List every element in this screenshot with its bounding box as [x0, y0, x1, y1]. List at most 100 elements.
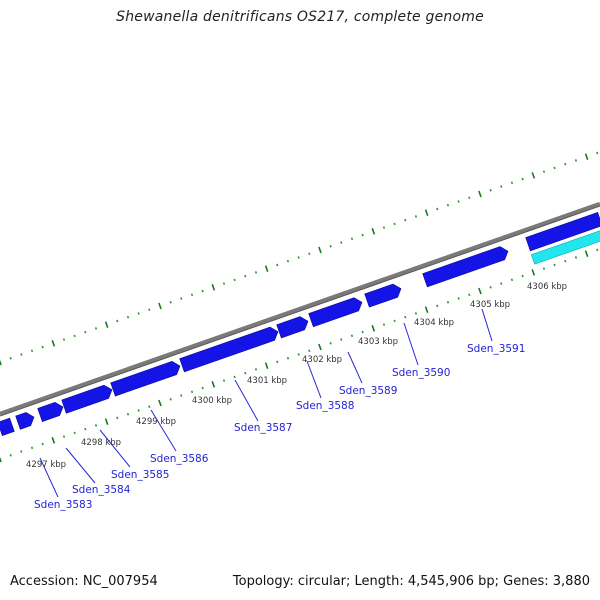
major-tick	[478, 190, 482, 198]
minor-tick	[30, 446, 34, 450]
minor-tick	[244, 274, 247, 278]
gene-arrow[interactable]	[37, 400, 66, 422]
minor-tick	[297, 256, 300, 259]
tick-label: 4299 kbp	[136, 417, 176, 427]
minor-tick	[510, 181, 514, 185]
major-tick	[531, 172, 536, 179]
minor-tick	[521, 274, 524, 278]
major-tick	[424, 306, 429, 313]
gene-arrow[interactable]	[276, 315, 311, 339]
major-tick	[0, 456, 2, 463]
gene-leader-line	[234, 379, 259, 422]
major-tick	[584, 153, 589, 160]
tick-label: 4306 kbp	[527, 282, 567, 292]
gene-label[interactable]: Sden_3591	[467, 343, 525, 355]
gene-arrow[interactable]	[61, 383, 115, 414]
minor-tick	[20, 353, 23, 356]
major-tick	[264, 362, 269, 369]
gene-label[interactable]: Sden_3584	[72, 484, 131, 496]
gene-label[interactable]: Sden_3585	[111, 469, 169, 481]
minor-tick	[553, 166, 556, 170]
minor-tick	[254, 368, 258, 371]
gene-label[interactable]: Sden_3588	[296, 400, 354, 412]
gene-arrow[interactable]	[179, 325, 281, 373]
tick-label: 4303 kbp	[358, 337, 398, 347]
gene-arrow[interactable]	[110, 359, 183, 397]
minor-tick	[393, 319, 396, 323]
minor-tick	[414, 312, 418, 315]
major-tick	[211, 284, 216, 291]
major-tick	[371, 228, 376, 235]
gene-label[interactable]: Sden_3590	[392, 367, 450, 379]
minor-tick	[468, 293, 471, 297]
gene-arrow[interactable]	[0, 417, 15, 436]
minor-tick	[329, 341, 332, 345]
gene-leader-line	[65, 447, 96, 484]
gene-leader-line	[481, 308, 493, 342]
minor-tick	[297, 353, 300, 356]
major-tick	[478, 287, 482, 295]
major-tick	[0, 359, 2, 366]
tick-label: 4297 kbp	[26, 460, 66, 470]
gene-leader-line	[150, 409, 177, 452]
lower-tick-row	[0, 248, 599, 463]
tick-label: 4301 kbp	[247, 376, 287, 386]
gene-arrow[interactable]	[15, 410, 37, 430]
minor-tick	[542, 267, 546, 270]
minor-tick	[20, 450, 23, 453]
major-tick	[318, 246, 322, 254]
minor-tick	[500, 185, 503, 188]
major-tick	[104, 321, 109, 328]
gene-arrow[interactable]	[525, 212, 600, 252]
minor-tick	[361, 233, 364, 237]
major-tick	[264, 265, 269, 272]
minor-tick	[137, 312, 140, 315]
minor-tick	[84, 427, 87, 431]
major-tick	[318, 343, 322, 351]
gene-label[interactable]: Sden_3583	[34, 499, 92, 511]
minor-tick	[126, 315, 130, 319]
upper-tick-row	[0, 151, 599, 366]
major-tick	[51, 340, 56, 347]
minor-tick	[457, 200, 460, 203]
genome-title: Shewanella denitrificans OS217, complete…	[116, 9, 484, 25]
major-tick	[104, 418, 109, 425]
minor-tick	[500, 282, 503, 285]
major-tick	[424, 209, 429, 216]
minor-tick	[84, 330, 87, 334]
minor-tick	[564, 162, 567, 166]
minor-tick	[436, 207, 439, 211]
minor-tick	[169, 397, 172, 401]
minor-tick	[9, 453, 12, 457]
minor-tick	[180, 394, 183, 397]
minor-tick	[553, 263, 556, 267]
minor-tick	[73, 431, 76, 435]
minor-tick	[148, 405, 151, 409]
minor-tick	[62, 435, 66, 438]
major-tick	[211, 381, 216, 388]
minor-tick	[137, 409, 140, 412]
major-tick	[531, 269, 536, 276]
minor-tick	[308, 252, 311, 256]
minor-tick	[350, 237, 354, 241]
gene-label[interactable]: Sden_3587	[234, 422, 292, 434]
minor-tick	[382, 323, 386, 326]
gene-label[interactable]: Sden_3586	[150, 453, 209, 465]
gene-arrow[interactable]	[422, 245, 511, 288]
minor-tick	[382, 226, 386, 229]
gene-labels: Sden_3583 Sden_3584 Sden_3585 Sden_3586 Sden…	[34, 308, 525, 511]
minor-tick	[41, 442, 44, 446]
tick-labels: 4297 kbp 4298 kbp 4299 kbp 4300 kbp 4301 kbp…	[26, 282, 567, 470]
gene-arrow[interactable]	[308, 296, 365, 328]
minor-tick	[340, 241, 343, 244]
gene-track	[0, 212, 600, 436]
minor-tick	[542, 170, 546, 173]
minor-tick	[457, 297, 460, 300]
rna-feature[interactable]	[530, 227, 600, 265]
minor-tick	[169, 300, 172, 304]
minor-tick	[201, 289, 204, 293]
gene-arrow[interactable]	[364, 282, 404, 308]
minor-tick	[62, 338, 66, 341]
minor-tick	[510, 278, 514, 282]
gene-label[interactable]: Sden_3589	[339, 385, 397, 397]
